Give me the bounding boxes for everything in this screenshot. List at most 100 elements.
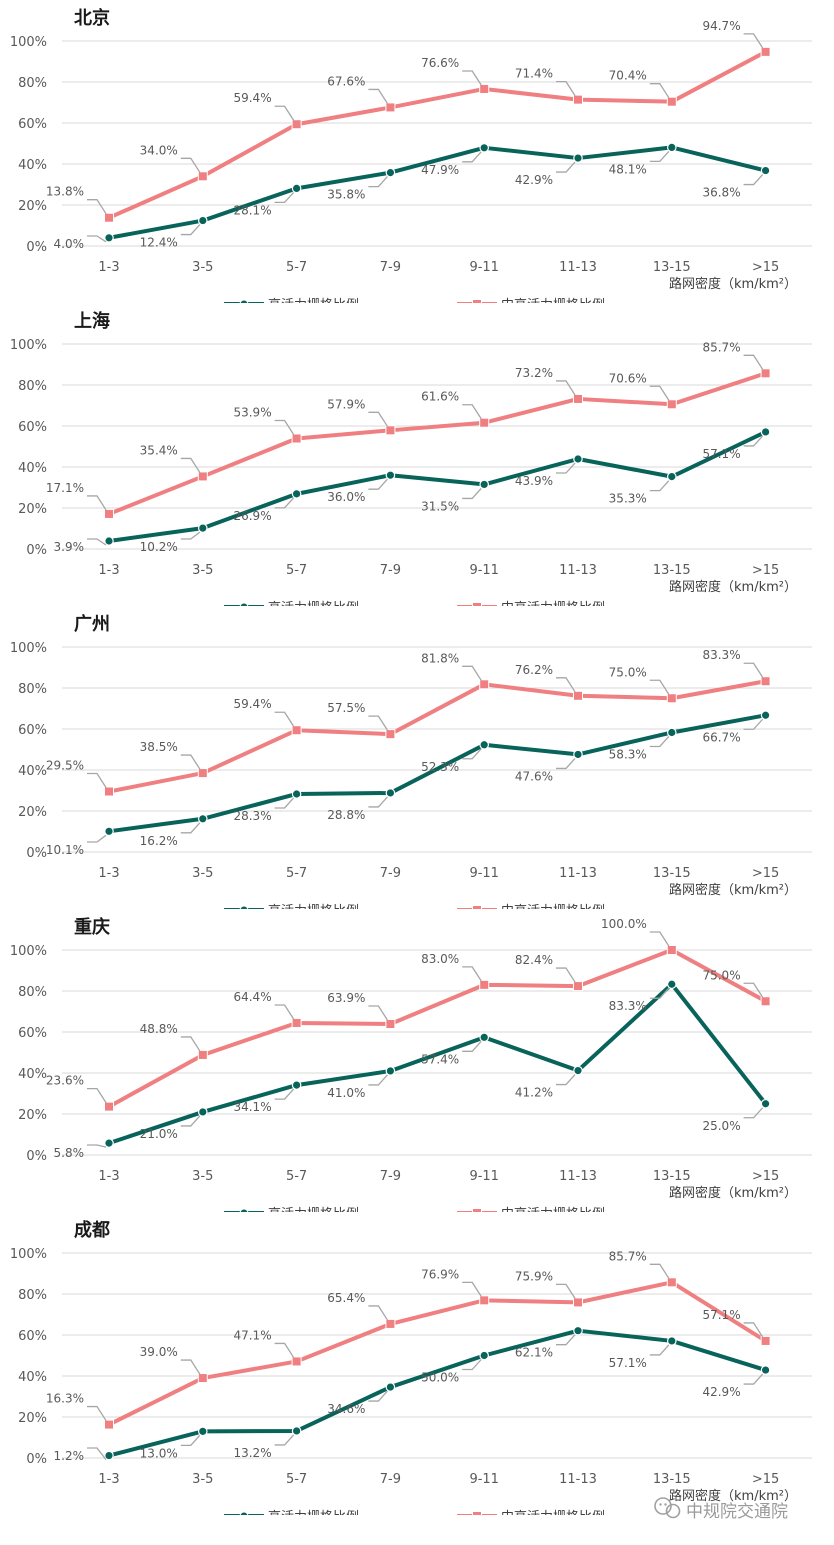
- y-tick-label: 40%: [18, 764, 47, 779]
- label-leader-line: [274, 105, 295, 121]
- label-leader-line: [743, 1107, 764, 1119]
- label-leader-line: [274, 191, 295, 204]
- data-label: 34.0%: [140, 143, 178, 157]
- label-leader-line: [743, 1322, 764, 1338]
- data-label: 43.9%: [515, 474, 553, 488]
- label-leader-line: [87, 538, 107, 546]
- data-label: 28.1%: [233, 203, 271, 217]
- series-line-high: [108, 1328, 767, 1458]
- data-label: 42.9%: [702, 1385, 740, 1399]
- data-label: 65.4%: [327, 1291, 365, 1305]
- label-leader-line: [649, 385, 670, 401]
- data-label: 29.5%: [46, 759, 84, 773]
- data-point: [104, 508, 114, 519]
- data-label: 5.8%: [54, 1146, 85, 1160]
- legend-label: 高活力栅格比例: [268, 600, 359, 606]
- label-leader-line: [556, 1283, 576, 1299]
- label-leader-line: [180, 1434, 201, 1447]
- data-label: 48.1%: [609, 162, 647, 176]
- data-point: [291, 1017, 302, 1028]
- data-label: 10.2%: [140, 540, 178, 554]
- label-leader-line: [649, 987, 670, 999]
- series-line-midhigh: [108, 679, 766, 794]
- data-label: 23.6%: [46, 1074, 84, 1088]
- y-tick-label: 80%: [18, 76, 47, 91]
- data-point: [573, 1325, 583, 1336]
- data-label: 57.1%: [702, 1308, 740, 1322]
- data-point: [291, 183, 302, 194]
- data-point: [760, 427, 771, 437]
- label-leader-line: [743, 718, 764, 730]
- series-line-midhigh: [108, 1280, 767, 1427]
- data-label: 31.5%: [421, 499, 459, 513]
- y-tick-label: 0%: [26, 543, 47, 558]
- label-leader-line: [743, 435, 764, 447]
- data-point: [291, 1356, 302, 1367]
- data-label: 83.3%: [609, 999, 647, 1013]
- data-point: [760, 710, 771, 721]
- y-tick-label: 0%: [26, 240, 47, 255]
- data-label: 61.6%: [421, 390, 459, 404]
- x-tick-label: 11-13: [559, 866, 597, 881]
- data-point: [573, 393, 583, 404]
- y-tick-label: 20%: [18, 502, 47, 517]
- data-label: 57.5%: [327, 701, 365, 715]
- data-point: [198, 215, 208, 226]
- data-point: [104, 1450, 114, 1461]
- data-label: 17.1%: [46, 481, 84, 495]
- label-leader-line: [556, 1074, 576, 1086]
- chart-title: 重庆: [74, 916, 110, 938]
- data-label: 81.8%: [421, 651, 459, 665]
- label-leader-line: [368, 478, 388, 490]
- legend-swatch-marker: [239, 1511, 249, 1515]
- data-point: [479, 979, 490, 990]
- label-leader-line: [274, 797, 295, 809]
- x-tick-label: 3-5: [192, 866, 213, 881]
- data-point: [291, 119, 302, 130]
- data-point: [104, 826, 114, 837]
- data-point: [573, 1065, 583, 1076]
- data-point: [760, 368, 771, 379]
- chart-title: 广州: [74, 613, 110, 635]
- data-label: 13.0%: [140, 1446, 178, 1460]
- data-point: [666, 399, 677, 410]
- data-point: [291, 789, 302, 799]
- data-point: [385, 1066, 396, 1076]
- x-tick-label: 9-11: [469, 1169, 499, 1184]
- data-point: [385, 167, 396, 178]
- y-tick-label: 40%: [18, 1067, 47, 1082]
- legend-label: 中高活力栅格比例: [501, 1509, 605, 1515]
- x-tick-label: 1-3: [98, 866, 119, 881]
- data-label: 16.3%: [46, 1392, 84, 1406]
- label-leader-line: [368, 1005, 388, 1021]
- x-tick-label: 9-11: [469, 1472, 499, 1487]
- label-leader-line: [180, 822, 201, 834]
- y-tick-label: 100%: [10, 35, 47, 50]
- data-label: 57.1%: [609, 1356, 647, 1370]
- data-label: 53.9%: [233, 406, 271, 420]
- data-point: [385, 102, 396, 113]
- label-leader-line: [462, 1359, 482, 1371]
- legend-swatch-marker: [472, 299, 482, 303]
- label-leader-line: [274, 497, 295, 509]
- data-point: [666, 1277, 677, 1288]
- legend-swatch-marker: [239, 602, 249, 606]
- data-point: [479, 417, 490, 428]
- y-tick-label: 80%: [18, 985, 47, 1000]
- data-label: 16.2%: [140, 834, 178, 848]
- x-tick-label: 13-15: [653, 1169, 691, 1184]
- x-tick-label: 5-7: [286, 1169, 307, 1184]
- data-point: [104, 1101, 114, 1112]
- data-label: 70.4%: [609, 69, 647, 83]
- legend-label: 中高活力栅格比例: [501, 1206, 605, 1212]
- x-tick-label: 5-7: [286, 1472, 307, 1487]
- label-leader-line: [649, 1263, 670, 1279]
- y-tick-label: 20%: [18, 805, 47, 820]
- data-point: [291, 433, 302, 444]
- label-leader-line: [87, 1405, 107, 1421]
- data-point: [573, 1297, 583, 1308]
- data-point: [479, 1032, 489, 1043]
- x-tick-label: 1-3: [98, 563, 119, 578]
- data-point: [385, 729, 396, 740]
- legend-swatch-marker: [239, 905, 249, 909]
